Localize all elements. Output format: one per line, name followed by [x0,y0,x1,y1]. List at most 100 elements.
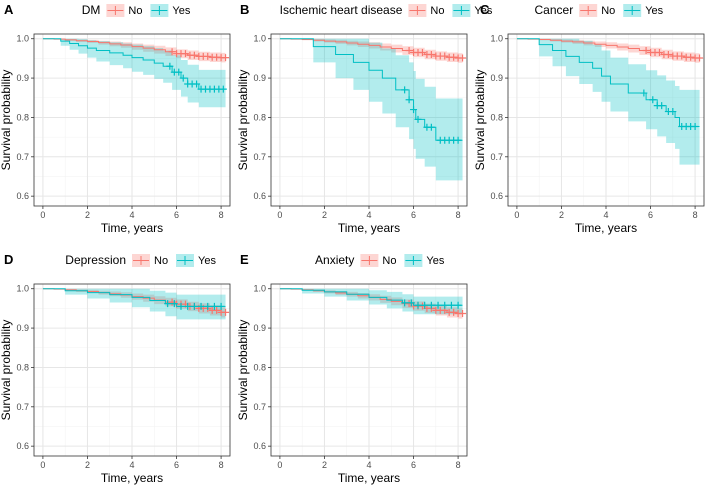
survival-curve-yes [42,38,226,90]
censor-mark [454,136,462,144]
censor-mark [181,50,189,58]
censor-mark [210,302,218,310]
x-tick-label: 0 [40,210,45,220]
censor-marks-yes [164,300,225,310]
y-tick-label: 0.7 [253,152,266,162]
legend-label-yes: Yes [645,5,663,17]
censor-marks-no [168,48,230,62]
legend: Cancer No Yes [535,3,664,17]
y-tick-label: 1.0 [253,34,266,44]
censor-mark [213,306,221,314]
x-tick-label: 4 [129,210,134,220]
y-axis-title: Survival probability [0,70,13,171]
y-tick-label: 0.6 [490,191,503,201]
legend-label-yes: Yes [474,5,492,17]
x-tick-label: 4 [366,460,371,470]
censor-marks-yes [166,62,227,93]
x-tick-label: 2 [322,460,327,470]
censor-mark [441,52,449,60]
censor-marks-yes [640,89,699,130]
legend-label-no: No [128,5,142,17]
ci-band-yes [279,288,463,315]
x-tick-label: 2 [559,210,564,220]
x-tick-label: 8 [456,460,461,470]
x-tick-label: 4 [129,460,134,470]
censor-mark [649,96,657,104]
y-tick-label: 0.9 [490,73,503,83]
ci-band-yes [42,288,226,320]
censor-mark [184,302,192,310]
x-tick-label: 0 [277,210,282,220]
ci-band-no [42,288,226,318]
censor-mark [179,74,187,82]
censor-marks-yes [401,86,462,144]
censor-mark [204,52,212,60]
censor-mark [177,302,185,310]
censor-mark [691,122,699,130]
censor-mark [427,301,435,309]
x-tick-label: 8 [219,210,224,220]
censor-mark [450,53,458,61]
legend-label-yes: Yes [426,255,444,267]
y-tick-label: 0.7 [253,402,266,412]
x-axis-title: Time, years [575,221,637,235]
x-tick-label: 0 [40,460,45,470]
panel-letter: A [4,2,14,17]
legend: Depression No Yes [65,253,216,267]
panel-letter: B [240,2,249,17]
x-tick-label: 8 [219,460,224,470]
x-tick-label: 6 [174,460,179,470]
legend-label-no: No [154,255,168,267]
x-tick-label: 4 [366,210,371,220]
censor-mark [687,53,695,61]
y-tick-label: 0.9 [16,323,29,333]
x-tick-label: 4 [603,210,608,220]
censor-mark [454,301,462,309]
censor-mark [427,50,435,58]
censor-mark [696,54,704,62]
censor-mark [447,301,455,309]
censor-mark [410,106,418,114]
censor-mark [217,302,225,310]
x-tick-label: 0 [514,210,519,220]
major-gridlines [271,34,467,206]
legend: Anxiety No Yes [315,253,445,267]
ci-band-no [279,38,463,63]
legend-title: Anxiety [315,253,354,267]
y-tick-label: 0.8 [253,112,266,122]
censor-mark [405,47,413,55]
censor-mark [222,54,230,62]
censor-mark [414,115,422,123]
x-tick-label: 6 [648,210,653,220]
km-panel-e: 0 2 4 6 8 0.6 0.7 0.8 0.9 1.0 Time, years Survival … [236,252,468,485]
censor-mark [664,50,672,58]
legend: Ischemic heart disease No Yes [280,3,493,17]
survival-curve-yes [279,38,463,141]
y-tick-label: 0.6 [253,191,266,201]
y-tick-label: 0.9 [253,323,266,333]
x-tick-label: 2 [322,210,327,220]
censor-mark [197,302,205,310]
y-tick-label: 0.7 [16,402,29,412]
y-tick-label: 0.8 [16,112,29,122]
censor-mark [175,68,183,76]
censor-mark [222,308,230,316]
censor-mark [678,52,686,60]
legend-label-no: No [430,5,444,17]
censor-mark [418,48,426,56]
censor-mark [166,62,174,70]
censor-mark [655,48,663,56]
censor-marks-yes [401,299,462,309]
km-panel-d: 0 2 4 6 8 0.6 0.7 0.8 0.9 1.0 Time, years Survival … [0,252,231,485]
x-tick-label: 6 [411,210,416,220]
y-tick-label: 0.6 [16,441,29,451]
y-axis-title: Survival probability [236,70,250,171]
major-gridlines [34,34,230,206]
legend: DM No Yes [82,3,191,17]
y-axis-title: Survival probability [473,70,487,171]
x-axis-title: Time, years [101,221,163,235]
legend-title: Cancer [535,3,574,17]
y-tick-label: 1.0 [490,34,503,44]
panel-letter: D [4,252,13,267]
